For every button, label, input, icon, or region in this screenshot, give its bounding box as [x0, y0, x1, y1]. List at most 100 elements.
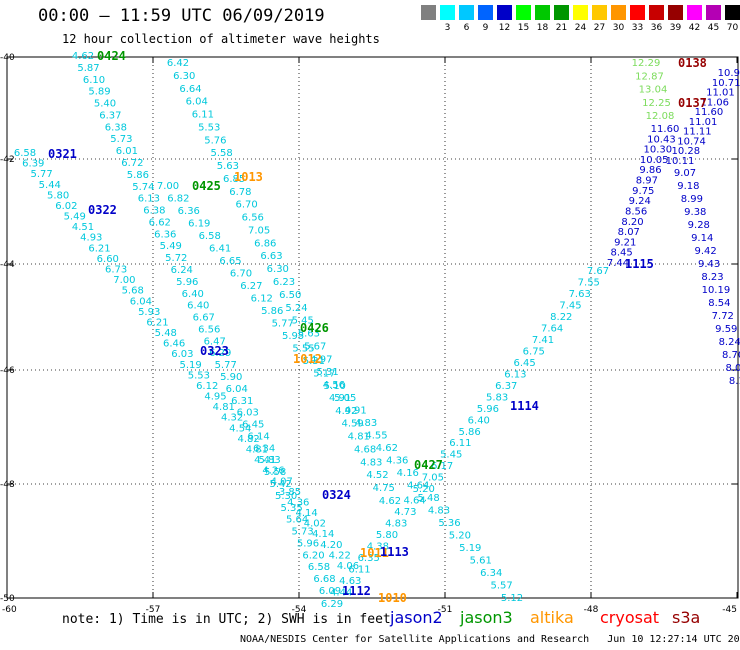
wave-height-value: 5.49 [160, 241, 182, 252]
wave-height-value: 6.38 [105, 122, 127, 133]
latitude-label: -46 [0, 366, 15, 376]
wave-height-value: 10.71 [712, 78, 740, 89]
wave-height-value: 5.30 [275, 491, 297, 502]
satellite-label-cryosat: cryosat [600, 608, 660, 627]
wave-height-value: 8.70 [722, 350, 740, 361]
wave-height-value: 5.86 [127, 170, 149, 181]
wave-height-value: 9.14 [691, 233, 713, 244]
wave-height-value: 4.20 [320, 540, 342, 551]
wave-height-value: 8.45 [610, 248, 632, 259]
wave-height-value: 5.31 [316, 367, 338, 378]
map-frame [6, 56, 739, 599]
wave-height-value: 12.25 [642, 98, 671, 109]
legend-swatch [725, 5, 740, 20]
wave-height-value: 7.67 [587, 266, 609, 277]
wave-height-value: 6.46 [163, 339, 185, 350]
wave-height-value: 4.32 [221, 413, 243, 424]
wave-height-value: 6.03 [171, 349, 193, 360]
wave-height-value: 10.99 [718, 68, 740, 79]
wave-height-value: 4.62 [376, 443, 398, 454]
legend-bin-label: 70 [726, 23, 739, 33]
wave-height-value: 5.58 [210, 148, 232, 159]
wave-height-value: 6.04 [226, 384, 248, 395]
wave-height-value: 6.03 [237, 408, 259, 419]
wave-height-value: 4.06 [337, 561, 359, 572]
wave-height-value: 4.14 [312, 529, 334, 540]
wave-height-value: 9.42 [694, 246, 716, 257]
wave-height-value: 7.05 [248, 226, 270, 237]
wave-height-value: 6.19 [188, 219, 210, 230]
track-time-label: 0427 [414, 458, 443, 472]
wave-height-value: 5.86 [458, 427, 480, 438]
wave-height-value: 8.54 [708, 298, 730, 309]
wave-height-value: 5.67 [304, 341, 326, 352]
wave-height-value: 5.48 [417, 493, 439, 504]
wave-height-value: 4.56 [323, 380, 345, 391]
wave-height-value: 6.11 [449, 438, 471, 449]
wave-height-value: 6.40 [187, 301, 209, 312]
wave-height-value: 6.85 [223, 174, 245, 185]
wave-height-value: 4.91 [329, 393, 351, 404]
wave-height-value: 5.42 [269, 479, 291, 490]
legend-swatch [478, 5, 493, 20]
wave-height-value: 5.63 [298, 329, 320, 340]
wave-height-value: 11.06 [700, 97, 729, 108]
wave-height-value: 4.91 [344, 406, 366, 417]
wave-height-value: 6.45 [242, 420, 264, 431]
wave-height-value: 5.61 [470, 556, 492, 567]
wave-height-value: 4.59 [341, 419, 363, 430]
wave-height-value: 4.83 [385, 519, 407, 530]
wave-height-value: 6.01 [116, 146, 138, 157]
wave-height-value: 6.14 [247, 431, 269, 442]
wave-height-value: 6.30 [267, 264, 289, 275]
wave-height-value: 8.04 [725, 363, 740, 374]
wave-height-value: 5.86 [261, 306, 283, 317]
wave-height-value: 13.04 [639, 85, 668, 96]
wave-height-value: 7.45 [559, 300, 581, 311]
wave-height-value: 6.11 [192, 110, 214, 121]
wave-height-value: 5.05 [334, 393, 356, 404]
wave-height-value: 6.45 [513, 358, 535, 369]
satellite-label-altika: altika [530, 608, 574, 627]
wave-height-value: 6.86 [254, 238, 276, 249]
satellite-label-s3a: s3a [672, 608, 701, 627]
longitude-label: -51 [438, 605, 453, 615]
track-time-label: 1114 [510, 399, 539, 413]
footer-note: note: 1) Time is in UTC; 2) SWH is in fe… [62, 612, 391, 627]
wave-height-value: 4.81 [348, 432, 370, 443]
wave-height-value: 5.57 [490, 581, 512, 592]
legend-swatch [516, 5, 531, 20]
wave-height-value: 6.40 [468, 415, 490, 426]
wave-height-value: 4.81 [246, 445, 268, 456]
wave-height-value: 6.36 [154, 229, 176, 240]
wave-height-value: 12.87 [635, 71, 664, 82]
wave-height-value: 9.59 [715, 324, 737, 335]
legend-swatch [592, 5, 607, 20]
wave-height-value: 5.95 [282, 331, 304, 342]
wave-height-value: 5.64 [286, 515, 308, 526]
track-time-label: 0138 [678, 56, 707, 70]
wave-height-value: 6.21 [88, 243, 110, 254]
wave-height-value: 6.17 [431, 461, 453, 472]
wave-height-value: 4.36 [386, 456, 408, 467]
wave-height-value: 4.81 [213, 402, 235, 413]
wave-height-value: 7.05 [422, 473, 444, 484]
wave-height-value: 6.41 [209, 243, 231, 254]
credit-line: NOAA/NESDIS Center for Satellite Applica… [240, 634, 740, 645]
wave-height-value: 6.23 [273, 277, 295, 288]
legend-swatch [630, 5, 645, 20]
wave-height-value: 12.08 [646, 111, 675, 122]
wave-height-value: 9.75 [632, 186, 654, 197]
legend-swatch [706, 5, 721, 20]
wave-height-value: 5.72 [165, 253, 187, 264]
wave-height-value: 6.04 [186, 97, 208, 108]
wave-height-value: 6.67 [193, 313, 215, 324]
wave-height-value: 4.38 [367, 542, 389, 553]
wave-height-value: 6.30 [173, 71, 195, 82]
wave-height-value: 6.04 [130, 296, 152, 307]
wave-height-value: 5.40 [94, 99, 116, 110]
legend-swatch [687, 5, 702, 20]
wave-height-value: 6.50 [279, 290, 301, 301]
legend-bin-label: 30 [612, 23, 625, 33]
